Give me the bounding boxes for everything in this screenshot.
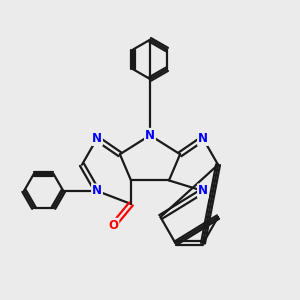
Text: N: N <box>145 129 155 142</box>
Text: N: N <box>198 184 208 197</box>
Text: N: N <box>198 132 208 145</box>
Text: O: O <box>108 219 118 232</box>
Text: N: N <box>92 132 102 145</box>
Text: N: N <box>92 184 102 197</box>
